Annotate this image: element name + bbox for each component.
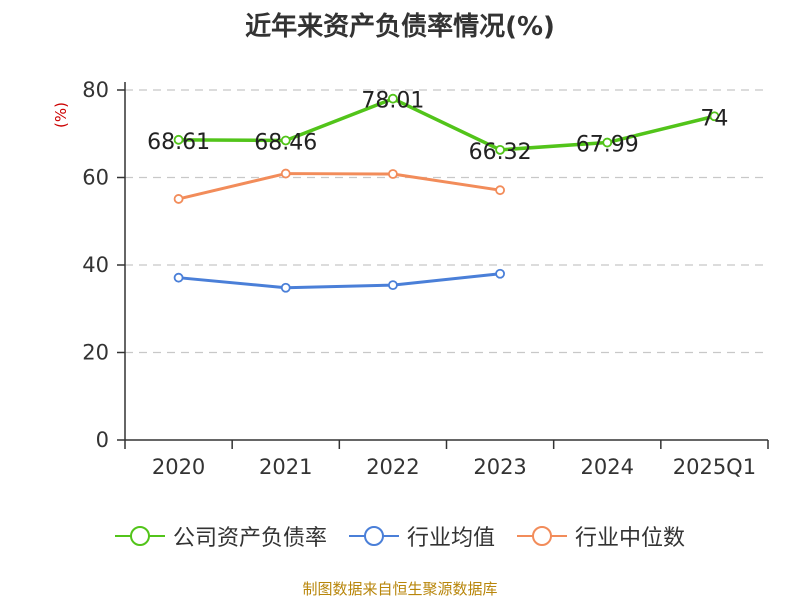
legend: 公司资产负债率 行业均值 行业中位数: [0, 520, 800, 552]
legend-marker-industry-median: [517, 526, 567, 546]
legend-label-industry-mean: 行业均值: [406, 526, 495, 551]
chart-title: 近年来资产负债率情况(%): [245, 12, 555, 42]
data-point: [602, 137, 613, 148]
data-point: [495, 185, 505, 196]
series-line: [178, 172, 501, 201]
legend-label-industry-median: 行业中位数: [575, 526, 686, 551]
data-point: [173, 134, 184, 145]
x-tick-label: 2021: [259, 455, 312, 479]
y-tick-label: 60: [82, 166, 109, 190]
x-tick-label: 2022: [366, 455, 419, 479]
legend-marker-company: [114, 526, 165, 546]
data-label: 68.61: [147, 130, 210, 155]
y-tick-label: 0: [96, 428, 109, 452]
series-line: [178, 272, 501, 290]
y-tick-label: 40: [82, 253, 109, 277]
x-tick-label: 2020: [152, 455, 205, 479]
data-point: [709, 111, 720, 122]
data-point: [495, 144, 505, 155]
data-source-note: 制图数据来自恒生聚源数据库: [302, 580, 498, 598]
line-chart: 0 20 40 60 80 2020 2021 2022 2023 2024 2025Q1 68.61…: [82, 78, 769, 479]
data-point: [388, 280, 398, 291]
data-point: [173, 194, 184, 204]
data-point: [280, 282, 291, 293]
data-label: 66.32: [469, 140, 532, 165]
data-point: [280, 168, 291, 179]
data-point: [388, 169, 398, 179]
legend-item-industry-mean[interactable]: 行业均值: [348, 520, 495, 552]
data-point: [173, 272, 184, 283]
legend-label-company: 公司资产负债率: [172, 526, 327, 551]
data-label: 78.01: [361, 89, 424, 114]
legend-item-industry-median[interactable]: 行业中位数: [517, 520, 685, 552]
data-label: 74: [700, 106, 728, 131]
y-tick-label: 80: [82, 78, 109, 102]
y-tick-label: 20: [82, 341, 109, 365]
x-tick-label: 2023: [473, 455, 526, 479]
legend-item-company[interactable]: 公司资产负债率: [114, 520, 327, 552]
x-tick-label: 2024: [581, 455, 634, 479]
data-point: [495, 268, 505, 279]
series-line: [178, 96, 715, 152]
data-label: 68.46: [254, 130, 317, 155]
data-point: [280, 135, 291, 146]
data-label: 67.99: [576, 133, 639, 158]
x-tick-label: 2025Q1: [673, 455, 756, 479]
data-point: [388, 93, 398, 104]
legend-marker-industry-mean: [348, 526, 399, 546]
